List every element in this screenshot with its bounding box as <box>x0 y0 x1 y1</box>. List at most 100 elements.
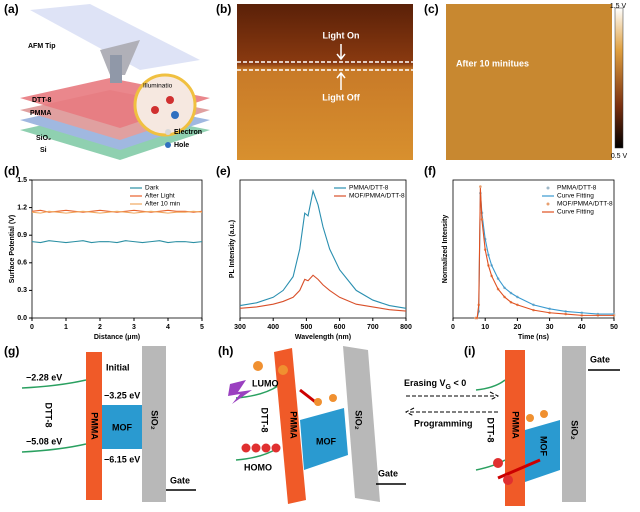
label: Gate <box>170 475 190 485</box>
colorbar-label: 1.5 V <box>610 3 627 10</box>
line <box>31 210 203 214</box>
label: SiO₂ <box>570 420 580 440</box>
plot-frame <box>239 179 407 319</box>
x-tick-label: 800 <box>400 324 412 331</box>
label: MOF <box>316 436 336 446</box>
panel-label: (a) <box>4 2 19 16</box>
line <box>31 240 203 244</box>
label: MOF <box>539 436 549 456</box>
panel-label: (g) <box>4 344 19 358</box>
label: Programming <box>414 418 473 428</box>
label: PMMA <box>511 411 521 439</box>
x-tick-label: 3 <box>132 324 136 331</box>
legend-label: Curve Fitting <box>557 209 594 216</box>
label: −6.15 eV <box>104 454 140 464</box>
label: PMMA <box>289 411 299 439</box>
label: Gate <box>378 468 398 478</box>
label: −5.08 eV <box>26 436 62 446</box>
label: After 10 minitues <box>456 58 529 68</box>
legend-label: Electron <box>174 129 202 136</box>
plot-frame <box>452 179 615 319</box>
label: SiO₂ <box>36 135 51 142</box>
x-axis-label: Distance (μm) <box>94 334 140 341</box>
legend-label: PMMA/DTT-8 <box>557 185 597 192</box>
legend-swatch <box>546 202 550 206</box>
label: < 0 <box>451 378 466 388</box>
label: MOF <box>112 422 132 432</box>
x-tick-label: 500 <box>301 324 313 331</box>
y-axis-label: PL Intensity (a.u.) <box>229 220 236 278</box>
label: Gate <box>590 354 610 364</box>
legend-label: MOF/PMMA/DTT-8 <box>349 193 405 200</box>
legend-label: After 10 min <box>145 201 180 208</box>
band-diagram <box>475 346 620 506</box>
label: DTT-8 <box>486 417 496 442</box>
y-tick-label: 1.5 <box>17 177 27 184</box>
label: Illuminatio <box>143 83 173 90</box>
legend-label: PMMA/DTT-8 <box>349 185 389 192</box>
y-axis-label: Surface Potential (V) <box>9 215 16 283</box>
y-tick-label: 1.2 <box>17 204 27 211</box>
x-tick-label: 2 <box>98 324 102 331</box>
label: SiO₂ <box>354 410 364 430</box>
legend-label: Dark <box>145 185 159 192</box>
x-tick-label: 5 <box>200 324 204 331</box>
y-tick-label: 0.9 <box>17 232 27 239</box>
line <box>239 274 407 312</box>
panel-label: (b) <box>216 2 231 16</box>
y-tick-label: 0.3 <box>17 287 27 294</box>
legend-label: Hole <box>174 142 189 149</box>
label: Erasing V <box>404 378 446 388</box>
label: PMMA <box>30 110 51 117</box>
x-tick-label: 300 <box>234 324 246 331</box>
x-tick-label: 1 <box>64 324 68 331</box>
label: HOMO <box>244 462 272 472</box>
label: DTT-8 <box>32 97 52 104</box>
colorbar <box>614 7 624 149</box>
x-axis-label: Time (ns) <box>518 334 549 341</box>
line <box>239 188 407 309</box>
label: PMMA <box>90 412 100 440</box>
x-tick-label: 700 <box>367 324 379 331</box>
label: AFM Tip <box>28 43 55 50</box>
label: −2.28 eV <box>26 372 62 382</box>
x-tick-label: 400 <box>267 324 279 331</box>
band-diagram <box>228 346 500 504</box>
legend-label: MOF/PMMA/DTT-8 <box>557 201 613 208</box>
panel-label: (e) <box>216 164 231 178</box>
x-tick-label: 50 <box>610 324 618 331</box>
x-tick-label: 0 <box>451 324 455 331</box>
legend-label: Curve Fitting <box>557 193 594 200</box>
arrow <box>336 44 346 90</box>
label: Light Off <box>322 92 360 102</box>
afm-map <box>446 4 612 160</box>
y-axis-label: Normalized Intensity <box>442 215 449 284</box>
x-tick-label: 30 <box>546 324 554 331</box>
label: DTT-8 <box>44 402 54 427</box>
x-axis-label: Wavelength (nm) <box>295 334 351 341</box>
y-tick-label: 0.0 <box>17 315 27 322</box>
label: Light On <box>323 30 360 40</box>
y-tick-label: 0.6 <box>17 260 27 267</box>
line <box>31 209 203 213</box>
x-tick-label: 40 <box>578 324 586 331</box>
legend-swatch <box>546 186 550 190</box>
line <box>475 187 614 319</box>
panel-label: (h) <box>218 344 233 358</box>
label: Si <box>40 147 47 154</box>
x-tick-label: 4 <box>166 324 170 331</box>
legend-label: After Light <box>145 193 175 200</box>
colorbar-label: 0.5 V <box>611 153 628 160</box>
panel-label: (c) <box>424 2 439 16</box>
plot-frame <box>31 179 203 319</box>
label: G <box>446 384 452 391</box>
point <box>479 185 482 188</box>
label: −3.25 eV <box>104 390 140 400</box>
label: Erasing VG < 0 <box>404 378 466 390</box>
device-illustration <box>20 4 210 160</box>
x-tick-label: 600 <box>334 324 346 331</box>
label: Initial <box>106 362 130 372</box>
panel-label: (d) <box>4 164 19 178</box>
panel-label: (i) <box>464 344 475 358</box>
